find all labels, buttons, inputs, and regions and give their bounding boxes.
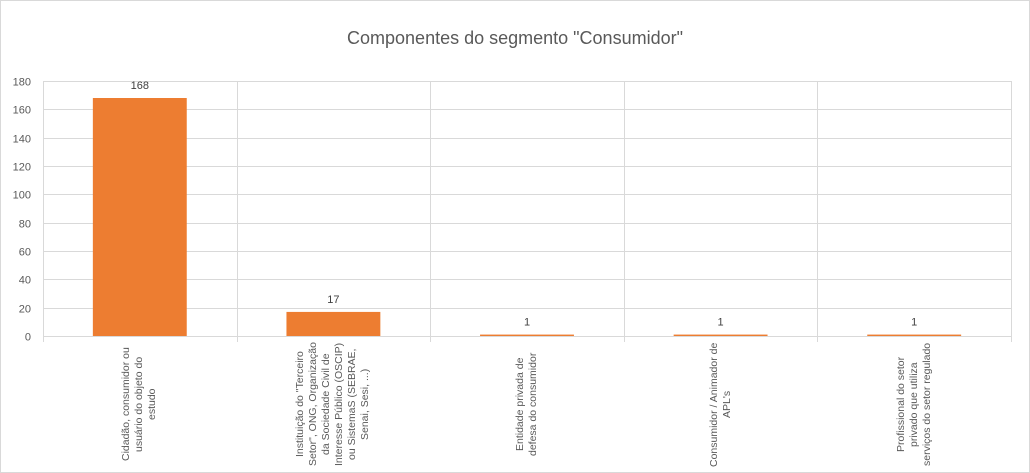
data-label: 1	[524, 317, 530, 329]
y-tick-label: 20	[19, 304, 31, 316]
y-tick-label: 140	[13, 134, 31, 146]
bars	[92, 98, 962, 336]
x-category-label: Profissional do setor privado que utiliz…	[894, 342, 933, 467]
chart-title: Componentes do segmento "Consumidor"	[347, 28, 683, 48]
data-label: 1	[911, 317, 917, 329]
data-label: 17	[327, 294, 339, 306]
y-axis-ticks: 0 20 40 60 80 100 120 140 160 180	[13, 77, 31, 344]
x-category-label: Cidadão, consumidor ou usuário do objeto…	[120, 347, 159, 462]
data-labels: 168 17 1 1 1	[131, 80, 918, 329]
y-tick-label: 160	[13, 105, 31, 117]
data-label: 1	[718, 317, 724, 329]
x-category-label: Instituição do "Terceiro Setor", ONG, Or…	[294, 342, 372, 467]
x-category-label: Consumidor / Animador de APL's	[707, 342, 733, 467]
bar	[480, 334, 574, 336]
bar	[867, 334, 962, 336]
y-tick-label: 100	[13, 190, 31, 202]
y-tick-label: 0	[25, 332, 31, 344]
bar	[92, 98, 187, 336]
bar	[286, 311, 381, 336]
x-category-label: Entidade privada de defesa do consumidor	[514, 352, 539, 457]
y-tick-label: 120	[13, 162, 31, 174]
y-tick-label: 180	[13, 77, 31, 89]
y-tick-label: 80	[19, 219, 31, 231]
y-tick-label: 40	[19, 275, 31, 287]
data-label: 168	[131, 80, 149, 92]
gridlines	[43, 81, 1012, 342]
y-tick-label: 60	[19, 247, 31, 259]
bar	[673, 334, 768, 336]
